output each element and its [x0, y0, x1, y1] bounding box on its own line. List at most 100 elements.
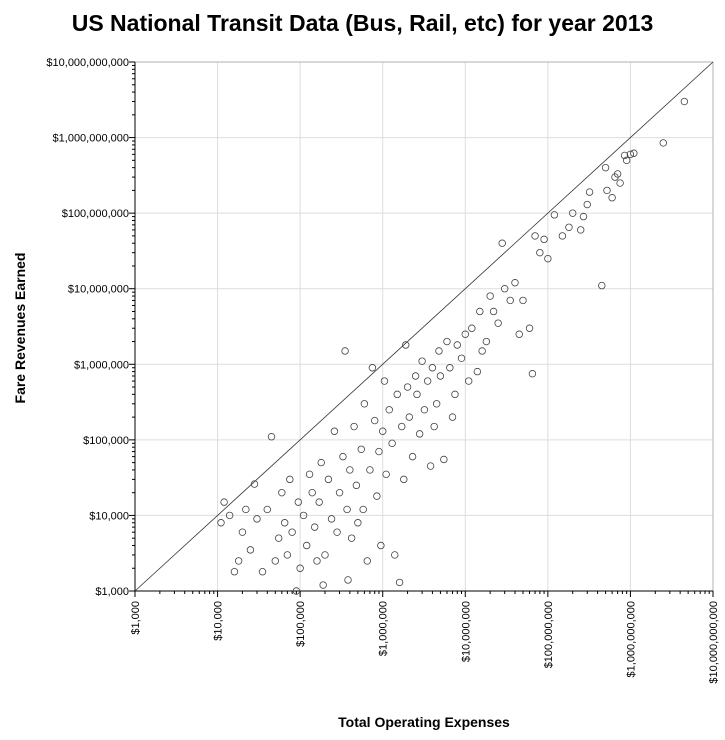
data-point — [271, 557, 279, 565]
x-tick-labels: $1,000 $10,000 $100,000 $1,000,000 $10,000,0… — [130, 601, 720, 684]
y-tick-label: $10,000,000 — [68, 284, 129, 296]
data-point — [373, 492, 381, 500]
data-point — [343, 505, 351, 514]
data-point — [398, 422, 406, 431]
data-point — [385, 406, 393, 414]
data-point — [630, 149, 638, 157]
data-point — [465, 377, 473, 385]
data-point — [473, 367, 482, 376]
data-point — [333, 528, 341, 536]
data-point — [525, 324, 534, 332]
data-point — [451, 390, 459, 399]
data-point — [283, 551, 292, 559]
data-point — [413, 390, 421, 399]
axes — [129, 61, 714, 597]
data-point — [430, 422, 438, 431]
data-point — [446, 364, 454, 372]
data-point — [400, 475, 408, 484]
data-point — [305, 470, 314, 479]
data-point — [359, 505, 367, 514]
data-point — [288, 528, 296, 536]
data-point — [511, 279, 519, 287]
data-point — [371, 416, 379, 425]
data-point — [352, 481, 361, 490]
data-point — [579, 212, 588, 221]
data-point — [382, 470, 390, 479]
data-point — [536, 248, 544, 257]
data-point — [217, 519, 225, 527]
x-tick-label: $1,000,000 — [378, 601, 390, 656]
data-point — [428, 364, 437, 372]
data-point — [486, 292, 494, 300]
data-point — [363, 557, 371, 565]
x-tick-label: $1,000,000,000 — [625, 601, 637, 677]
data-point — [558, 232, 567, 240]
y-tick-label: $100,000 — [83, 435, 129, 447]
y-axis-label: Fare Revenues Earned — [12, 252, 28, 404]
data-point — [415, 430, 424, 438]
data-point — [448, 413, 457, 421]
data-point — [420, 406, 429, 414]
y-tick-label: $1,000,000,000 — [53, 133, 129, 145]
data-point — [296, 564, 304, 572]
x-tick-label: $1,000 — [130, 601, 142, 635]
data-point — [405, 413, 414, 421]
data-point — [565, 223, 573, 231]
data-point — [620, 151, 629, 160]
data-point — [498, 239, 506, 247]
data-point — [461, 330, 469, 338]
data-point — [238, 528, 247, 536]
data-point — [489, 307, 498, 316]
data-point — [395, 578, 404, 587]
data-point — [294, 498, 303, 506]
data-point — [418, 357, 426, 365]
data-point — [347, 534, 356, 542]
data-point — [585, 188, 594, 196]
data-point — [339, 452, 347, 461]
data-point — [324, 475, 333, 484]
data-point — [616, 179, 624, 187]
data-point — [341, 347, 349, 355]
data-point — [515, 330, 523, 338]
data-point — [346, 466, 354, 474]
data-point — [494, 319, 502, 327]
data-point — [310, 523, 319, 531]
data-point — [368, 364, 377, 372]
data-point — [468, 324, 476, 332]
data-point — [603, 186, 611, 195]
x-tick-label: $100,000,000 — [543, 601, 555, 668]
chart-title: US National Transit Data (Bus, Rail, etc… — [71, 10, 654, 36]
data-point — [380, 377, 389, 385]
data-point — [608, 194, 616, 202]
y-tick-label: $100,000,000 — [62, 208, 129, 220]
data-point — [436, 372, 445, 380]
data-point — [357, 445, 365, 453]
data-point — [622, 156, 631, 165]
data-point — [426, 462, 435, 470]
data-point — [519, 296, 527, 305]
data-point — [263, 505, 271, 514]
data-point — [292, 587, 301, 595]
data-point — [440, 455, 448, 464]
data-point — [242, 505, 250, 514]
data-point — [354, 519, 362, 527]
data-point — [220, 498, 228, 506]
data-point — [432, 400, 441, 408]
data-point — [253, 515, 261, 523]
data-point — [379, 427, 387, 435]
data-point — [659, 139, 667, 147]
data-point — [457, 354, 466, 363]
data-point — [375, 447, 383, 456]
data-point — [250, 480, 259, 488]
data-point — [680, 97, 689, 106]
data-point — [626, 150, 635, 159]
y-tick-label: $10,000 — [89, 510, 129, 522]
data-point — [275, 534, 283, 542]
reference-line — [134, 61, 714, 592]
data-point — [286, 475, 294, 484]
data-point — [408, 452, 417, 461]
data-point — [308, 488, 316, 497]
data-point — [267, 433, 276, 441]
data-point — [435, 347, 443, 355]
